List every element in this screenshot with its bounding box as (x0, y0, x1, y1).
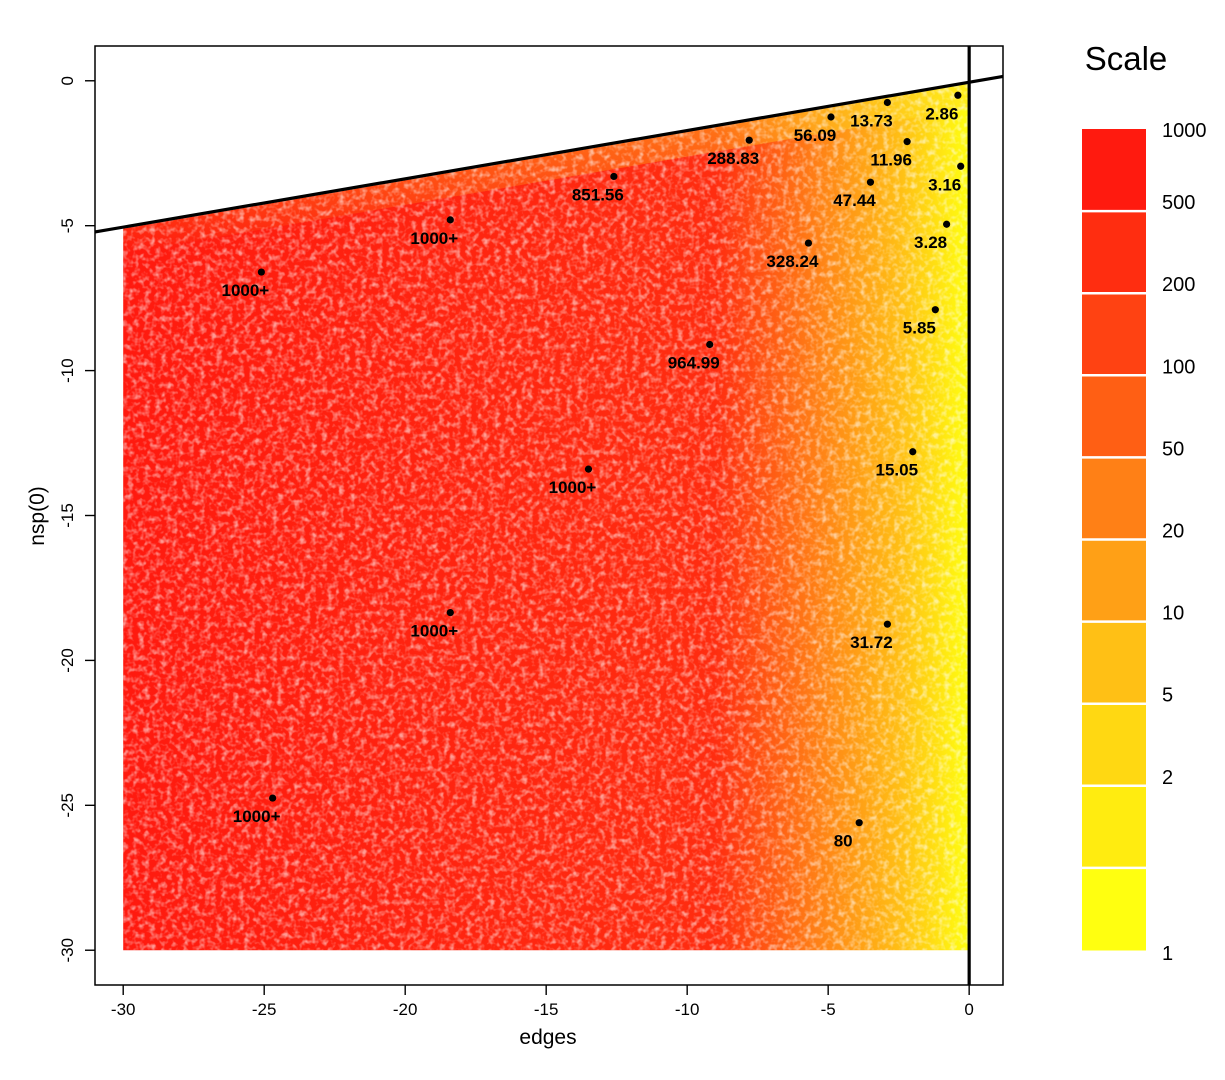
data-point (866, 178, 875, 186)
data-point-label: 80 (834, 832, 853, 851)
x-axis: -30 -25 -20 -15 -10 -5 0 (111, 985, 974, 1019)
data-fill-region (123, 83, 970, 951)
data-point (909, 448, 917, 456)
data-point (883, 620, 891, 628)
legend-tick-label: 1 (1162, 943, 1173, 965)
data-point-label: 1000+ (410, 622, 458, 641)
data-point-label: 2.86 (925, 104, 958, 123)
data-point (903, 138, 911, 146)
y-tick-label: 0 (58, 76, 77, 85)
legend-color-block (1082, 375, 1146, 458)
data-point-label: 1000+ (221, 281, 269, 300)
data-point (446, 608, 454, 617)
data-point-label: 851.56 (572, 185, 624, 204)
x-tick-label: -15 (534, 1000, 559, 1019)
data-point (954, 91, 962, 99)
legend-color-block (1082, 785, 1146, 869)
legend-color-block (1082, 129, 1146, 212)
labelled-points: 2.86 13.73 56.09 11.96 288.83 3.16 851.56 47.44… (221, 91, 965, 851)
x-axis-label: edges (519, 1026, 576, 1049)
data-point-label: 1000+ (410, 229, 458, 248)
data-point (269, 794, 277, 802)
diagonal-boundary-line (94, 74, 1004, 234)
data-point-label: 964.99 (668, 354, 720, 373)
legend-tick-label: 500 (1162, 192, 1195, 214)
data-point-label: 56.09 (794, 126, 837, 145)
legend-tick-label: 20 (1162, 521, 1184, 543)
legend-color-block (1082, 293, 1146, 376)
data-point-label: 328.24 (766, 252, 819, 271)
data-point (855, 819, 863, 827)
legend-title: Scale (1085, 40, 1168, 77)
legend-tick-label: 10 (1162, 603, 1184, 625)
legend-tick-label: 1000 (1162, 120, 1207, 142)
legend-color-block (1082, 539, 1146, 623)
data-point (931, 306, 939, 314)
data-point (706, 340, 714, 349)
data-point (446, 216, 454, 224)
data-point (883, 98, 891, 107)
data-point (584, 465, 593, 473)
data-point (827, 113, 835, 121)
data-point-label: 13.73 (850, 112, 893, 131)
legend-color-block (1082, 867, 1146, 951)
data-point-label: 288.83 (707, 149, 759, 168)
x-tick-label: -10 (675, 1000, 700, 1019)
legend-color-block (1082, 703, 1146, 787)
x-tick-label: -5 (821, 1000, 836, 1019)
data-point-label: 11.96 (870, 151, 912, 170)
speckle-texture (123, 83, 970, 951)
legend-tick-label: 200 (1162, 274, 1195, 296)
data-point-label: 3.28 (914, 233, 947, 252)
y-tick-label: -20 (58, 648, 77, 673)
data-point-label: 15.05 (875, 461, 918, 480)
data-point (804, 239, 813, 247)
data-point (745, 136, 753, 144)
data-point (943, 220, 951, 228)
data-point (257, 268, 265, 276)
y-tick-label: -10 (58, 358, 77, 383)
data-point (610, 172, 618, 181)
legend-tick-label: 2 (1162, 767, 1173, 789)
legend-color-block (1082, 621, 1146, 705)
y-tick-label: -30 (58, 938, 77, 963)
boundary-lines (94, 46, 1004, 985)
x-tick-label: -25 (252, 1000, 277, 1019)
legend-tick-label: 5 (1162, 685, 1173, 707)
legend: Scale 1000 500 200 100 50 20 10 5 2 1 (1082, 40, 1207, 965)
legend-color-block (1082, 457, 1146, 540)
x-tick-label: 0 (964, 1000, 973, 1019)
y-axis-label: nsp(0) (26, 486, 49, 546)
data-point-label: 3.16 (928, 175, 961, 194)
x-tick-label: -20 (393, 1000, 418, 1019)
y-tick-label: -15 (58, 503, 77, 528)
legend-color-block (1082, 211, 1146, 294)
data-point (957, 162, 965, 170)
data-point-label: 47.44 (833, 191, 876, 210)
legend-tick-label: 50 (1162, 438, 1184, 460)
legend-tick-label: 100 (1162, 356, 1195, 378)
y-axis: 0 -5 -10 -15 -20 -25 -30 (58, 76, 95, 963)
data-point-label: 1000+ (233, 807, 281, 826)
data-point-label: 31.72 (850, 633, 893, 652)
data-point-label: 5.85 (903, 319, 936, 338)
y-tick-label: -25 (58, 793, 77, 818)
x-tick-label: -30 (111, 1000, 136, 1019)
y-tick-label: -5 (58, 218, 77, 233)
data-point-label: 1000+ (549, 478, 597, 497)
